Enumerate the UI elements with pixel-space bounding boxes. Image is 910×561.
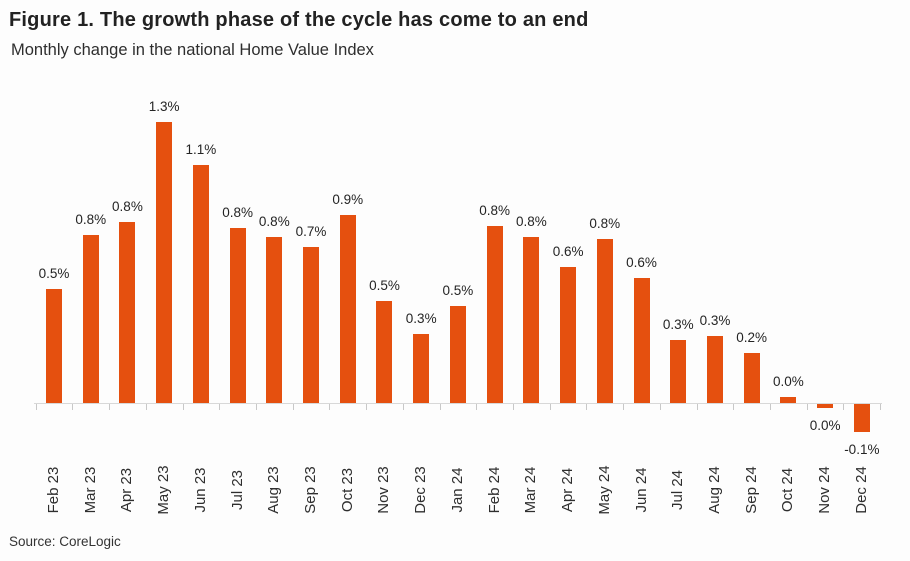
bar-value-label: 1.3% bbox=[148, 99, 180, 115]
x-axis-label: Sep 23 bbox=[302, 466, 320, 514]
axis-tick bbox=[476, 404, 478, 410]
axis-tick bbox=[145, 404, 147, 410]
axis-tick bbox=[843, 404, 845, 410]
axis-tick bbox=[806, 404, 808, 410]
x-axis-label: Aug 23 bbox=[265, 466, 283, 514]
bar bbox=[670, 340, 687, 403]
x-axis-label: Apr 23 bbox=[118, 467, 136, 513]
bar bbox=[853, 404, 870, 433]
bar bbox=[743, 353, 760, 403]
x-axis-label: Aug 24 bbox=[705, 466, 723, 514]
axis-tick bbox=[292, 404, 294, 410]
x-axis-label: May 23 bbox=[155, 465, 173, 515]
axis-tick bbox=[696, 404, 698, 410]
bar bbox=[229, 228, 246, 403]
bar-value-label: 0.2% bbox=[736, 330, 768, 346]
bar-value-label: 0.7% bbox=[295, 224, 327, 240]
axis-tick bbox=[439, 404, 441, 410]
bar bbox=[560, 266, 577, 403]
bar-value-label: 0.6% bbox=[626, 254, 657, 270]
bar-value-label: 0.8% bbox=[515, 213, 547, 229]
x-axis-line bbox=[33, 403, 883, 404]
figure-subtitle: Monthly change in the national Home Valu… bbox=[11, 41, 374, 59]
bar-value-label: 0.3% bbox=[662, 317, 694, 333]
axis-tick bbox=[109, 404, 111, 410]
axis-tick bbox=[72, 404, 74, 410]
axis-tick bbox=[329, 404, 331, 410]
bar-value-label: 0.8% bbox=[112, 198, 143, 214]
bar bbox=[376, 301, 393, 403]
x-axis-label: Apr 24 bbox=[559, 467, 577, 513]
axis-tick bbox=[659, 404, 661, 410]
axis-tick bbox=[219, 404, 221, 410]
x-axis-label: Oct 24 bbox=[779, 467, 797, 513]
bar-value-label: 0.8% bbox=[258, 213, 290, 229]
axis-tick bbox=[770, 404, 772, 410]
axis-tick bbox=[623, 404, 625, 410]
bar-value-label: 0.3% bbox=[405, 310, 437, 326]
axis-tick bbox=[182, 404, 184, 410]
x-axis-label: Mar 23 bbox=[81, 466, 99, 514]
bar bbox=[156, 122, 173, 403]
bar-value-label: 0.3% bbox=[699, 313, 731, 329]
axis-tick bbox=[255, 404, 257, 410]
x-axis-label: Feb 23 bbox=[45, 466, 62, 514]
bar bbox=[633, 277, 650, 403]
bar-value-label: 0.5% bbox=[38, 265, 70, 281]
bar bbox=[46, 288, 62, 403]
bar-value-label: 0.9% bbox=[332, 192, 364, 208]
x-axis-label: Jun 23 bbox=[191, 467, 209, 513]
axis-tick bbox=[586, 404, 588, 410]
bar-value-label: 0.8% bbox=[589, 215, 621, 231]
bar bbox=[780, 396, 797, 403]
bar-value-label: 0.0% bbox=[809, 418, 841, 434]
bar bbox=[119, 221, 136, 403]
bar-value-label: 1.1% bbox=[185, 142, 217, 158]
bar-value-label: 0.8% bbox=[479, 202, 511, 218]
x-axis-label: May 24 bbox=[595, 465, 613, 515]
bar bbox=[817, 404, 834, 409]
axis-tick bbox=[366, 404, 368, 410]
x-axis-label: Jul 24 bbox=[669, 469, 687, 511]
figure-title: Figure 1. The growth phase of the cycle … bbox=[9, 9, 589, 31]
axis-tick bbox=[549, 404, 551, 410]
bar bbox=[596, 238, 613, 403]
x-axis-label: Jan 24 bbox=[448, 467, 466, 513]
bar-value-label: 0.8% bbox=[222, 205, 253, 221]
axis-tick bbox=[880, 404, 882, 410]
axis-tick bbox=[35, 404, 37, 410]
source-note: Source: CoreLogic bbox=[9, 534, 121, 549]
bar bbox=[449, 305, 466, 403]
x-axis-label: Jul 23 bbox=[228, 469, 246, 511]
bar-value-label: 0.5% bbox=[369, 278, 400, 294]
bar bbox=[266, 236, 283, 403]
axis-tick bbox=[733, 404, 735, 410]
bar-value-label: 0.0% bbox=[773, 373, 804, 389]
x-axis-label: Dec 23 bbox=[412, 466, 430, 514]
bar-value-label: 0.8% bbox=[75, 211, 107, 227]
x-axis-label: Sep 24 bbox=[742, 466, 760, 514]
axis-tick bbox=[513, 404, 514, 410]
bar bbox=[413, 333, 430, 403]
x-axis-label: Jun 24 bbox=[632, 467, 650, 513]
axis-tick bbox=[402, 404, 404, 410]
bar bbox=[303, 247, 320, 403]
x-axis-label: Feb 24 bbox=[485, 466, 503, 514]
bar-value-label: 0.6% bbox=[552, 243, 584, 259]
x-axis-label: Nov 24 bbox=[816, 466, 834, 514]
bar bbox=[523, 236, 540, 403]
x-axis-label: Mar 24 bbox=[522, 466, 540, 514]
bar bbox=[339, 215, 356, 403]
bar bbox=[486, 225, 503, 403]
bar-value-label: 0.5% bbox=[442, 282, 474, 298]
bar-value-label: -0.1% bbox=[844, 442, 880, 458]
bar bbox=[706, 336, 723, 403]
bar bbox=[82, 234, 99, 403]
x-axis-label: Dec 24 bbox=[852, 466, 870, 514]
x-axis-label: Nov 23 bbox=[375, 466, 393, 514]
x-axis-label: Oct 23 bbox=[338, 467, 356, 513]
bar bbox=[192, 165, 209, 403]
